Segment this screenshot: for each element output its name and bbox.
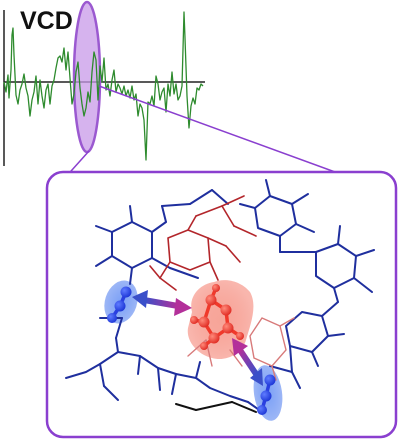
red-highlight-region bbox=[187, 280, 254, 360]
black-wireframe bbox=[175, 401, 257, 413]
red-core-atoms bbox=[190, 284, 244, 350]
red-wireframe bbox=[149, 195, 257, 291]
spectrum-trace bbox=[3, 11, 204, 161]
vcd-spectrum-panel: VCD bbox=[3, 0, 205, 166]
coupling-arrow-left bbox=[132, 290, 192, 316]
callout-connector bbox=[62, 85, 358, 181]
blue-core-right bbox=[257, 374, 276, 415]
vcd-title: VCD bbox=[20, 7, 73, 35]
molecule-structure bbox=[65, 179, 375, 421]
blue-core-left bbox=[107, 286, 132, 323]
coupling-arrow-right bbox=[232, 338, 263, 386]
blue-wireframe bbox=[65, 179, 375, 413]
highlight-band bbox=[72, 0, 102, 154]
